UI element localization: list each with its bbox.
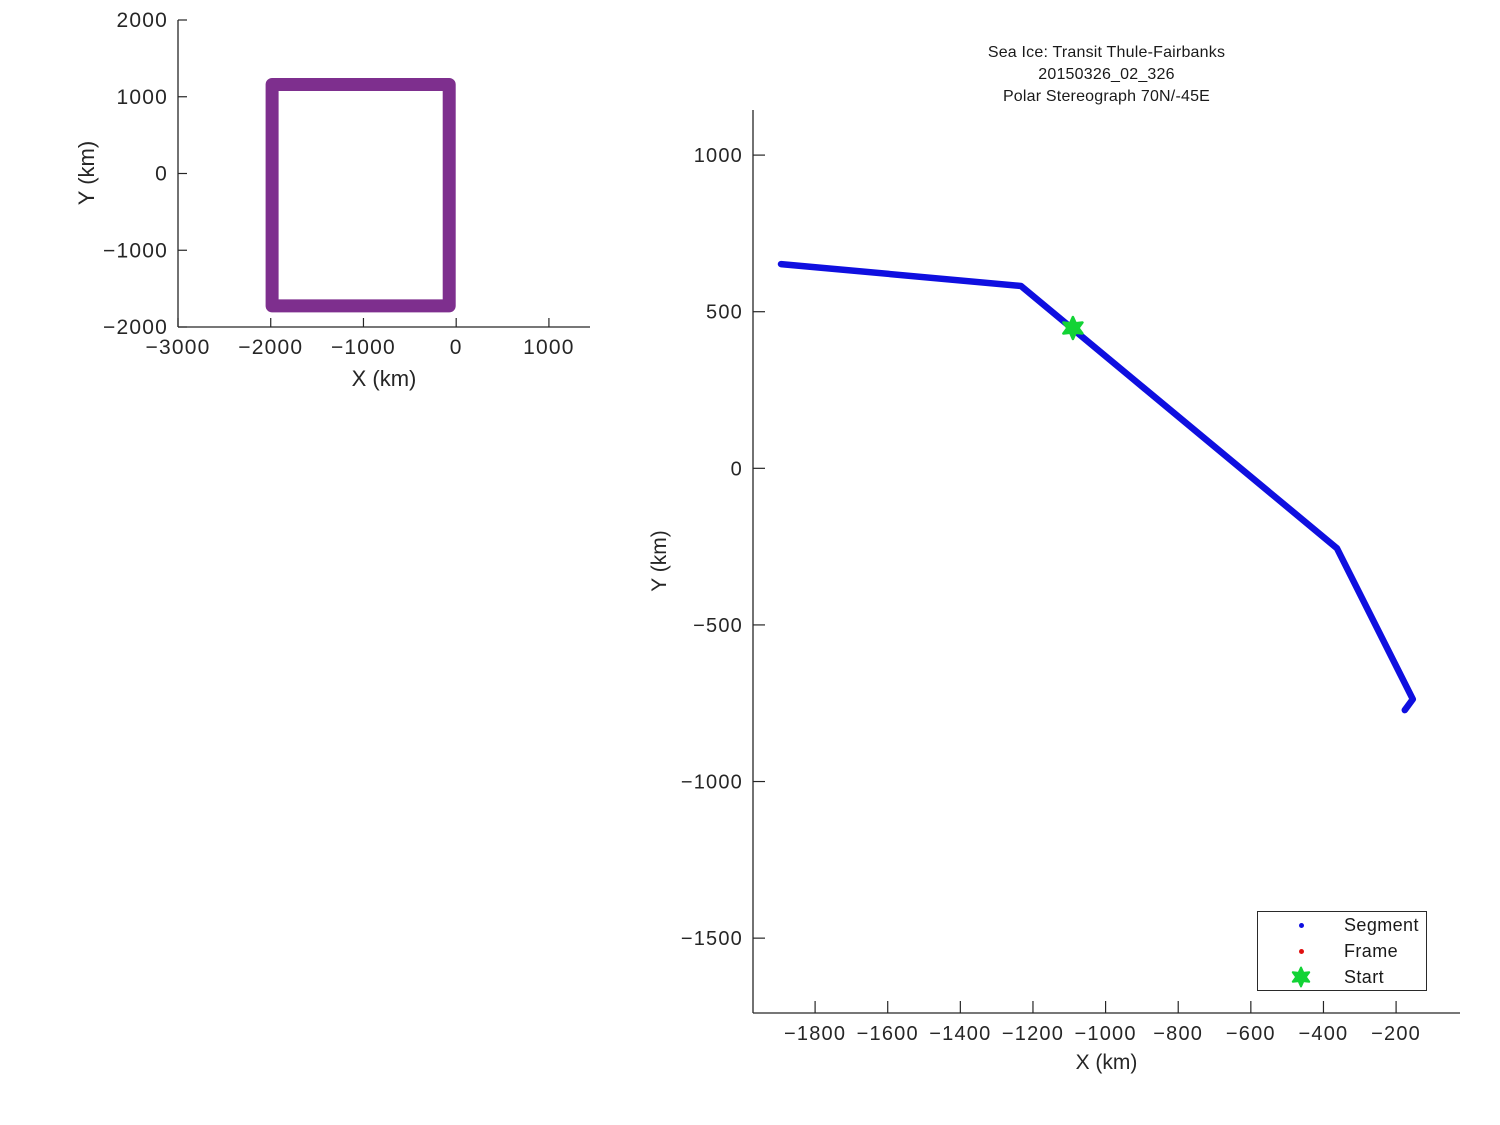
- main-x-tick-label: −1600: [857, 1023, 919, 1045]
- title-line-3: Polar Stereograph 70N/-45E: [1002, 88, 1211, 105]
- main-y-tick-label: −1500: [681, 928, 743, 950]
- main-x-tick-label: −1400: [929, 1023, 991, 1045]
- overview-ylabel: Y (km): [74, 140, 99, 206]
- legend-item-start: Start: [1258, 965, 1426, 990]
- overview-y-tick-label: 1000: [116, 86, 168, 109]
- main-x-tick-label: −1000: [1075, 1023, 1137, 1045]
- legend-label: Segment: [1344, 914, 1419, 935]
- hexagram-shape: [1291, 966, 1311, 988]
- main-y-tick-label: −500: [693, 615, 743, 637]
- overview-x-tick-label: −3000: [146, 336, 211, 359]
- dot-marker: [1298, 948, 1304, 954]
- legend-label: Start: [1344, 966, 1385, 987]
- legend-item-frame: Frame: [1258, 939, 1426, 964]
- start-marker: [1062, 315, 1084, 341]
- overview-x-tick-label: −1000: [331, 336, 396, 359]
- main-ylabel: Y (km): [648, 530, 671, 592]
- dot-marker: [1298, 922, 1304, 928]
- start-hexagram-icon: [1258, 965, 1344, 989]
- frame-dot-icon: [1258, 948, 1344, 954]
- overview-y-tick-label: −2000: [103, 316, 168, 339]
- title-line-1: Sea Ice: Transit Thule-Fairbanks: [987, 44, 1226, 61]
- main-x-tick-label: −800: [1153, 1023, 1203, 1045]
- main-x-tick-label: −1200: [1002, 1023, 1064, 1045]
- main-y-tick-label: 500: [706, 302, 743, 324]
- overview-series-map-boundary-line: [265, 78, 456, 313]
- overview-x-tick-label: 0: [450, 336, 463, 359]
- overview-x-tick-label: −2000: [238, 336, 303, 359]
- overview-y-tick-label: 2000: [116, 9, 168, 32]
- main-y-tick-label: 1000: [694, 145, 743, 167]
- legend-item-segment: Segment: [1258, 913, 1426, 938]
- main-x-tick-label: −200: [1371, 1023, 1421, 1045]
- overview-xlabel: X (km): [351, 366, 417, 391]
- main-series-segment-line: [777, 260, 1417, 714]
- hexagram-marker: [1291, 966, 1311, 988]
- legend-label: Frame: [1344, 940, 1399, 961]
- main-x-tick-label: −600: [1226, 1023, 1276, 1045]
- title-line-2: 20150326_02_326: [1038, 66, 1175, 83]
- main-xlabel: X (km): [1075, 1051, 1138, 1074]
- overview-y-tick-label: 0: [155, 163, 168, 186]
- main-plot-title: Sea Ice: Transit Thule-Fairbanks 2015032…: [753, 42, 1460, 108]
- main-y-tick-label: 0: [731, 458, 743, 480]
- overview-y-tick-label: −1000: [103, 239, 168, 262]
- segment-dot-icon: [1258, 922, 1344, 928]
- main-x-tick-label: −1800: [784, 1023, 846, 1045]
- overview-x-tick-label: 1000: [523, 336, 575, 359]
- legend: Segment Frame Start: [1257, 911, 1427, 991]
- main-x-tick-label: −400: [1299, 1023, 1349, 1045]
- main-y-tick-label: −1000: [681, 772, 743, 794]
